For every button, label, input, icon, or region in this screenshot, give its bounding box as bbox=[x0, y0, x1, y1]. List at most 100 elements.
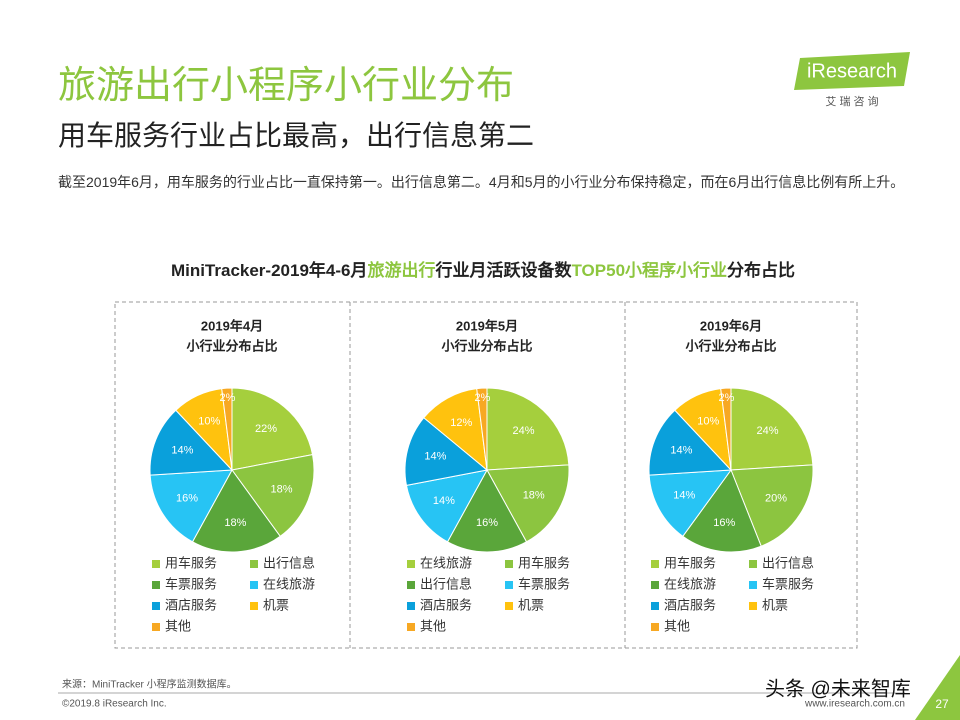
legend-label: 用车服务 bbox=[165, 555, 217, 570]
pie-slice bbox=[648, 469, 733, 538]
legend-swatch bbox=[749, 581, 757, 589]
data-label: 14% bbox=[673, 490, 695, 502]
legend-swatch bbox=[505, 581, 513, 589]
data-label: 2% bbox=[475, 392, 491, 404]
legend-label: 在线旅游 bbox=[420, 555, 472, 570]
legend-label: 用车服务 bbox=[518, 555, 570, 570]
legend-swatch bbox=[152, 602, 160, 610]
legend-swatch bbox=[407, 581, 415, 589]
legend-label: 机票 bbox=[518, 597, 544, 612]
pie-slice bbox=[730, 387, 814, 471]
data-label: 14% bbox=[433, 495, 455, 507]
chart-subtitle: 小行业分布占比 bbox=[685, 338, 776, 353]
legend-swatch bbox=[152, 623, 160, 631]
figure-title-part: 分布占比 bbox=[727, 260, 795, 280]
logo-name: iResearch bbox=[807, 60, 897, 82]
legend-swatch bbox=[505, 560, 513, 568]
legend-swatch bbox=[505, 602, 513, 610]
data-label: 14% bbox=[171, 444, 193, 456]
data-label: 18% bbox=[271, 484, 293, 496]
legend-label: 其他 bbox=[165, 618, 191, 633]
legend-label: 酒店服务 bbox=[165, 597, 217, 612]
data-label: 20% bbox=[765, 492, 787, 504]
data-label: 16% bbox=[476, 517, 498, 529]
data-label: 2% bbox=[719, 392, 735, 404]
data-label: 14% bbox=[670, 444, 692, 456]
slide-subtitle: 用车服务行业占比最高，出行信息第二 bbox=[58, 120, 535, 151]
legend-swatch bbox=[749, 602, 757, 610]
page-number: 27 bbox=[935, 697, 949, 711]
source: 来源：MiniTracker 小程序监测数据库。 bbox=[62, 678, 237, 691]
pie-slice bbox=[231, 387, 314, 471]
pie-slice bbox=[486, 464, 570, 543]
legend-label: 出行信息 bbox=[762, 555, 814, 570]
legend-swatch bbox=[651, 581, 659, 589]
legend-label: 车票服务 bbox=[518, 576, 570, 591]
data-label: 16% bbox=[713, 517, 735, 529]
logo-subtitle: 艾 瑞 咨 询 bbox=[825, 94, 878, 108]
data-label: 18% bbox=[523, 490, 545, 502]
chart-title: 2019年5月 bbox=[456, 318, 518, 333]
frame bbox=[114, 301, 858, 649]
pie-slice bbox=[730, 464, 814, 547]
description: 截至2019年6月，用车服务的行业占比一直保持第一。出行信息第二。4月和5月的小… bbox=[58, 174, 905, 190]
legend-swatch bbox=[749, 560, 757, 568]
pie-slice bbox=[720, 387, 732, 471]
legend-label: 其他 bbox=[664, 618, 690, 633]
figure-title-part: TOP50小程序小行业 bbox=[571, 260, 727, 280]
pie-slice bbox=[476, 387, 488, 471]
legend-label: 出行信息 bbox=[420, 576, 472, 591]
slide-title: 旅游出行小程序小行业分布 bbox=[58, 65, 515, 107]
pie-slice bbox=[149, 409, 234, 476]
figure-title-part: 行业月活跃设备数 bbox=[434, 260, 572, 280]
chart-title: 2019年6月 bbox=[700, 318, 762, 333]
legend-swatch bbox=[407, 560, 415, 568]
legend-label: 机票 bbox=[762, 597, 788, 612]
watermark: 头条 @未来智库 bbox=[765, 677, 911, 700]
legend-label: 车票服务 bbox=[762, 576, 814, 591]
pie-slice bbox=[682, 468, 762, 553]
corner bbox=[915, 655, 960, 720]
data-label: 24% bbox=[756, 425, 778, 437]
logo-shape bbox=[794, 52, 910, 90]
legend-label: 机票 bbox=[263, 597, 289, 612]
figure-title: MiniTracker-2019年4-6月旅游出行行业月活跃设备数TOP50小程… bbox=[171, 260, 795, 280]
pie-slice bbox=[423, 388, 488, 472]
legend-swatch bbox=[651, 560, 659, 568]
data-label: 10% bbox=[697, 416, 719, 428]
data-label: 22% bbox=[255, 423, 277, 435]
legend-label: 车票服务 bbox=[165, 576, 217, 591]
legend-swatch bbox=[250, 560, 258, 568]
legend-swatch bbox=[250, 581, 258, 589]
pie-slice bbox=[404, 417, 489, 486]
data-label: 16% bbox=[176, 492, 198, 504]
legend-swatch bbox=[407, 602, 415, 610]
legend-label: 酒店服务 bbox=[664, 597, 716, 612]
data-label: 18% bbox=[224, 517, 246, 529]
pie-slice bbox=[221, 387, 233, 471]
pie-slice bbox=[446, 468, 528, 553]
website: www.iresearch.com.cn bbox=[804, 699, 905, 710]
legend-swatch bbox=[407, 623, 415, 631]
chart-subtitle: 小行业分布占比 bbox=[441, 338, 532, 353]
data-label: 10% bbox=[198, 416, 220, 428]
legend-label: 酒店服务 bbox=[420, 597, 472, 612]
pie-slice bbox=[231, 454, 315, 538]
figure-title-part: MiniTracker-2019年4-6月 bbox=[171, 260, 368, 280]
pie-slice bbox=[486, 387, 570, 471]
legend-swatch bbox=[152, 560, 160, 568]
data-label: 24% bbox=[512, 425, 534, 437]
pie-slice bbox=[191, 469, 281, 553]
pie-slice bbox=[405, 469, 488, 543]
chart-subtitle: 小行业分布占比 bbox=[186, 338, 277, 353]
figure-title-part: 旅游出行 bbox=[367, 260, 435, 280]
legend-swatch bbox=[651, 623, 659, 631]
pie-slice bbox=[149, 469, 233, 543]
legend-label: 用车服务 bbox=[664, 555, 716, 570]
data-label: 12% bbox=[450, 417, 472, 429]
legend-label: 出行信息 bbox=[263, 555, 315, 570]
legend-swatch bbox=[651, 602, 659, 610]
legend-label: 在线旅游 bbox=[263, 576, 315, 591]
